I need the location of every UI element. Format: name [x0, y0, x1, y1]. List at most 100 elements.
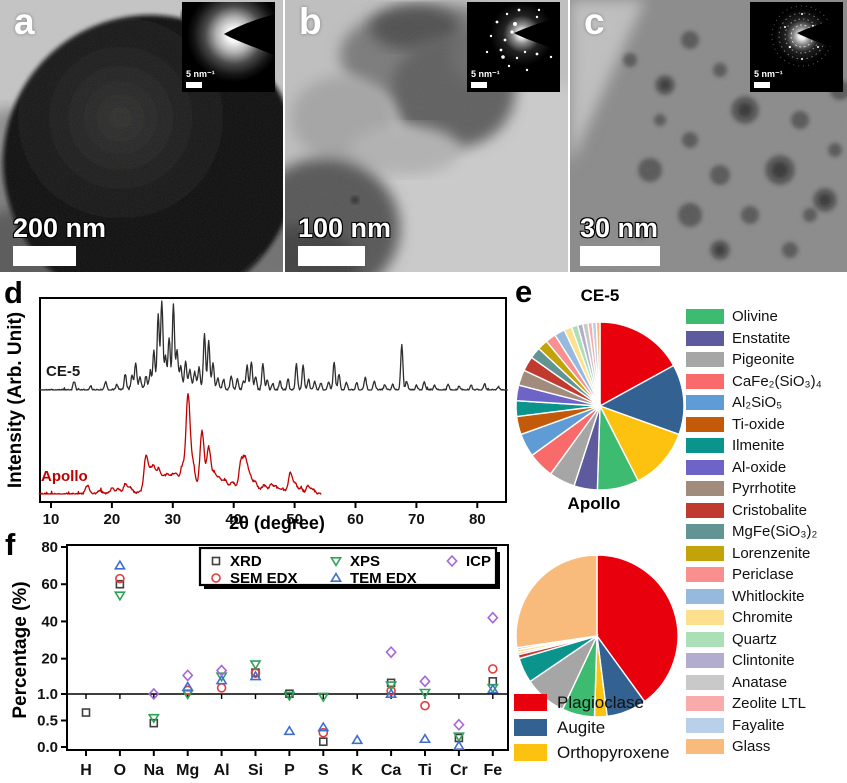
svg-text:XRD: XRD — [230, 553, 262, 570]
saed-scale-label-c: 5 nm⁻¹ — [754, 69, 783, 79]
element-label-mg: Mg — [176, 762, 199, 779]
pie-slice-plagioclase — [599, 321, 675, 408]
scale-bar-label-a: 200 nm — [13, 213, 107, 243]
xrd-x-tick: 80 — [469, 511, 486, 528]
scale-bar-rect-c — [580, 246, 660, 266]
xrd-x-tick: 40 — [225, 511, 242, 528]
scatter-series-xrd — [81, 579, 498, 746]
scatter-series-icp — [148, 611, 499, 731]
legend-label-ilmenite: Ilmenite — [732, 437, 785, 455]
element-label-o: O — [114, 762, 126, 779]
legend-entry-xrd: XRD — [211, 553, 262, 570]
legend-item-periclase: Periclase — [686, 564, 847, 586]
legend-swatch-al-sio — [686, 395, 724, 411]
legend-item-quartz: Quartz — [686, 629, 847, 651]
legend-item-al-oxide: Al-oxide — [686, 457, 847, 479]
legend-label-clintonite: Clintonite — [732, 652, 795, 670]
scatter-y-axis-label: Percentage (%) — [10, 581, 31, 719]
saed-inset-c: 5 nm⁻¹ — [750, 2, 843, 92]
xrd-x-tick: 30 — [164, 511, 181, 528]
apollo-main-minerals-legend: Plagioclase Augite Orthopyroxene — [514, 690, 669, 765]
pie-chart-apollo — [515, 554, 679, 718]
tem-panel-a: a 5 nm⁻¹ 200 nm — [0, 0, 283, 272]
legend-swatch-chromite — [686, 610, 724, 626]
legend-swatch-anatase — [686, 674, 724, 690]
legend-label-periclase: Periclase — [732, 566, 794, 584]
xrd-trace-apollo — [38, 392, 322, 495]
legend-swatch-orthopyroxene — [514, 744, 547, 761]
xrd-trace-ce-5 — [38, 300, 508, 391]
legend-label-enstatite: Enstatite — [732, 329, 791, 347]
legend-label-al-oxide: Al-oxide — [732, 458, 787, 476]
scatter-legend-box — [198, 546, 498, 587]
element-label-cr: Cr — [450, 762, 468, 779]
scale-bar-b: 100 nm — [298, 215, 391, 266]
pie-slice-orthopyroxene — [598, 404, 680, 482]
xrd-x-tick: 50 — [286, 511, 303, 528]
legend-swatch-pyrrhotite — [686, 481, 724, 497]
legend-swatch-glass — [686, 739, 724, 755]
legend-item-enstatite: Enstatite — [686, 328, 847, 350]
legend-label-glass: Glass — [732, 738, 771, 756]
legend-label-anatase: Anatase — [732, 673, 788, 691]
legend-entry-tem-edx: TEM EDX — [329, 570, 417, 587]
tem-image-c — [570, 0, 847, 272]
legend-item-pigeonite: Pigeonite — [686, 349, 847, 371]
saed-inset-a: 5 nm⁻¹ — [182, 2, 275, 92]
pie-slice-glass — [595, 321, 601, 407]
saed-scale-bar-b — [471, 82, 487, 88]
svg-text:SEM EDX: SEM EDX — [230, 570, 298, 587]
legend-item-orthopyroxene: Orthopyroxene — [514, 740, 669, 765]
saed-scale-bar-c — [754, 82, 770, 88]
legend-item-glass: Glass — [686, 736, 847, 758]
scale-bar-c: 30 nm — [580, 215, 660, 266]
legend-label-pigeonite: Pigeonite — [732, 351, 795, 369]
legend-swatch-augite — [514, 719, 547, 736]
pie-chart-ce5 — [515, 321, 685, 491]
xrd-series-label-apollo: Apollo — [41, 468, 88, 485]
legend-swatch-quartz — [686, 631, 724, 647]
legend-label-whitlockite: Whitlockite — [732, 587, 805, 605]
element-label-k: K — [351, 762, 363, 779]
legend-item-augite: Augite — [514, 715, 669, 740]
element-label-s: S — [318, 762, 329, 779]
scatter-y-tick: 0.5 — [37, 713, 58, 730]
legend-swatch-fayalite — [686, 717, 724, 733]
legend-label-mgfe-sio: MgFe(SiO₃)₂ — [732, 523, 818, 541]
tem-panel-c: c 5 nm⁻¹ 30 nm — [570, 0, 847, 272]
legend-label-chromite: Chromite — [732, 609, 793, 627]
panel-label-f: f — [5, 527, 16, 562]
xrd-x-tick: 10 — [43, 511, 60, 528]
scatter-frame — [66, 544, 509, 751]
scatter-y-tick: 60 — [41, 576, 58, 593]
saed-scale-label-b: 5 nm⁻¹ — [471, 69, 500, 79]
xrd-x-axis-label: 2θ (degree) — [229, 513, 325, 533]
scatter-y-tick: 40 — [41, 613, 58, 630]
saed-pattern-a — [182, 2, 275, 92]
svg-text:TEM EDX: TEM EDX — [350, 570, 417, 587]
legend-item-whitlockite: Whitlockite — [686, 586, 847, 608]
scale-bar-rect-b — [298, 246, 365, 266]
legend-label-cristobalite: Cristobalite — [732, 501, 808, 519]
mineral-legend: Olivine Enstatite Pigeonite CaFe₂(SiO₃)₄ Al₂… — [686, 306, 847, 758]
saed-scale-bar-a — [186, 82, 202, 88]
legend-item-olivine: Olivine — [686, 306, 847, 328]
legend-swatch-lorenzenite — [686, 545, 724, 561]
panel-label-d: d — [4, 275, 23, 310]
scale-bar-a: 200 nm — [13, 215, 106, 266]
xrd-y-axis-label: Intensity (Arb. Unit) — [5, 311, 26, 489]
legend-swatch-ilmenite — [686, 438, 724, 454]
saed-inset-b: 5 nm⁻¹ — [467, 2, 560, 92]
legend-item-zeolite-ltl: Zeolite LTL — [686, 693, 847, 715]
panel-label-a: a — [14, 1, 35, 42]
element-label-al: Al — [214, 762, 230, 779]
pie-slice-augite — [598, 364, 685, 436]
element-label-h: H — [80, 762, 92, 779]
element-label-ti: Ti — [418, 762, 432, 779]
legend-label-zeolite-ltl: Zeolite LTL — [732, 695, 806, 713]
scatter-y-tick: 1.0 — [37, 686, 58, 703]
legend-swatch-cafe-sio — [686, 373, 724, 389]
scale-bar-label-c: 30 nm — [580, 213, 659, 243]
scatter-series-sem-edx — [115, 573, 498, 738]
